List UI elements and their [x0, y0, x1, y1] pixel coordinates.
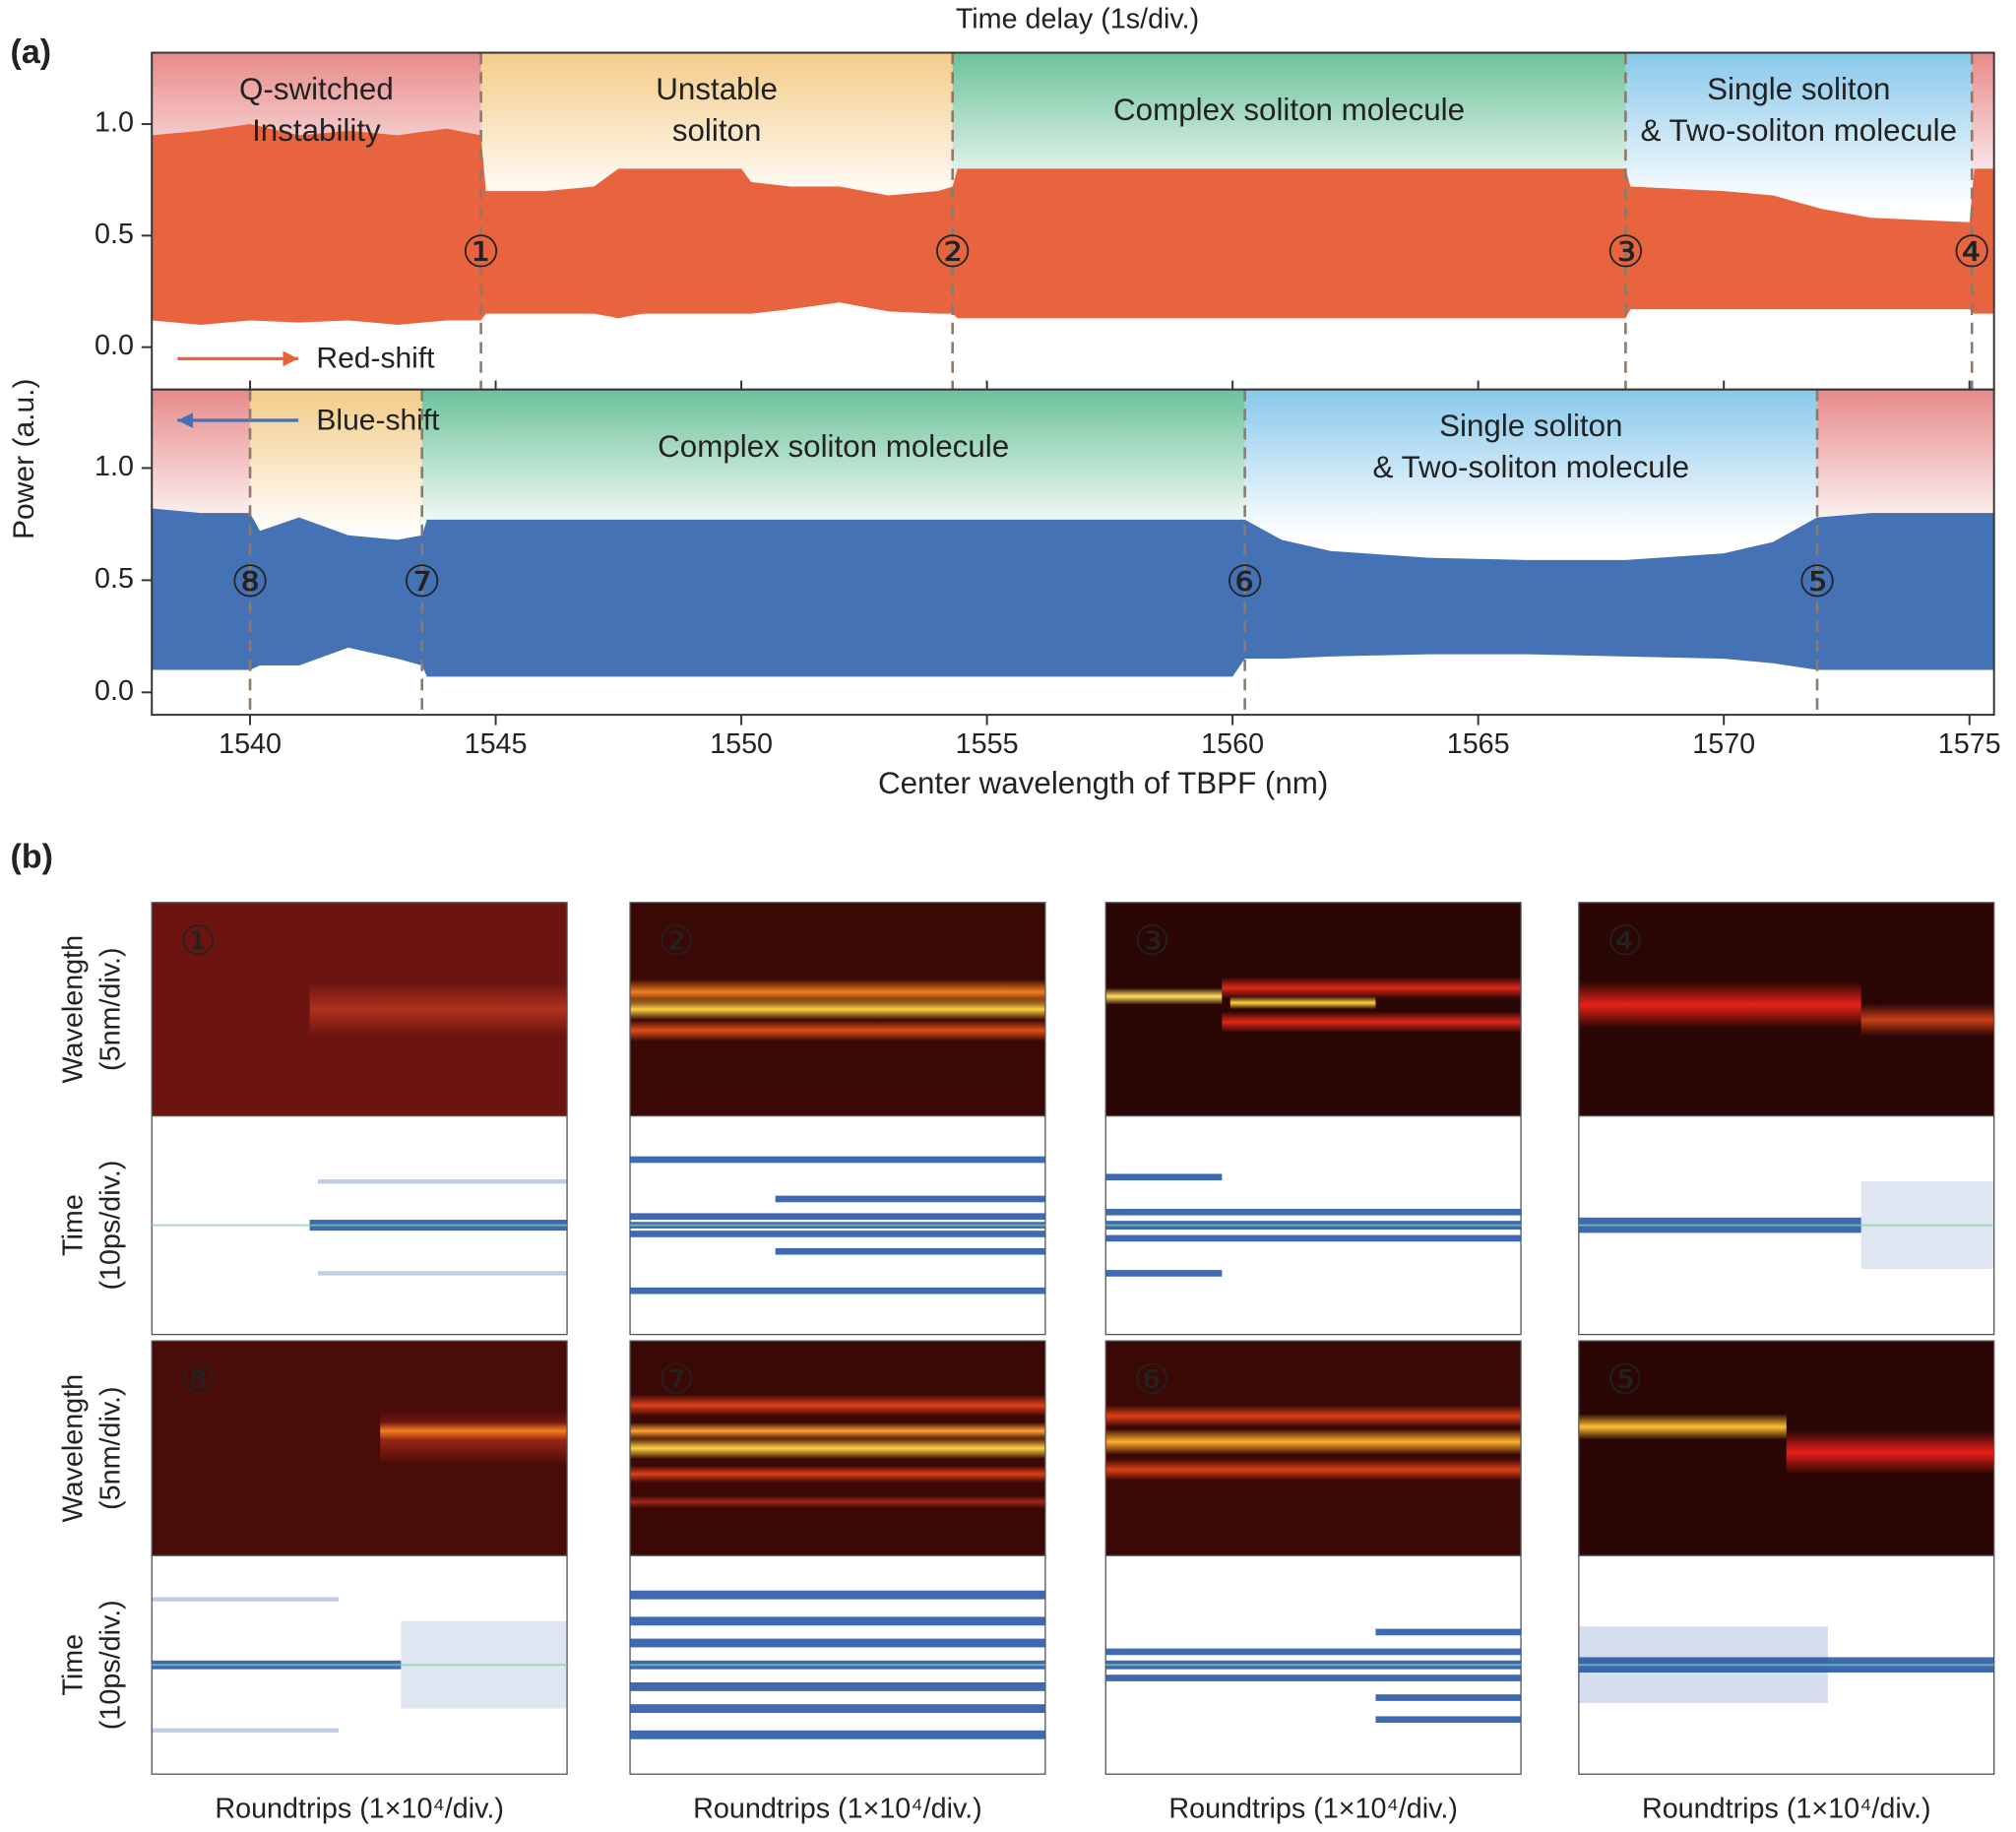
region-label: Unstable: [656, 72, 778, 106]
y-tick-label: 0.0: [94, 675, 134, 707]
row-label: Wavelength: [57, 1374, 89, 1523]
transition-marker: ④: [1952, 227, 1991, 278]
panel-marker: ⑤: [1606, 1355, 1643, 1403]
row-label: Wavelength: [57, 935, 89, 1084]
row-label: (5nm/div.): [94, 1386, 126, 1510]
row-label: (10ps/div.): [94, 1600, 126, 1730]
region-label: Single soliton: [1439, 409, 1622, 443]
y-axis-label: Power (a.u.): [8, 378, 40, 538]
spectrum-map: [1104, 1340, 1522, 1556]
panel-label: (a): [11, 33, 51, 71]
shift-arrow-head: [283, 350, 299, 367]
region-label: Complex soliton molecule: [1113, 93, 1465, 127]
spectrum-map: [629, 1340, 1046, 1556]
spectrum-map: [151, 1340, 568, 1556]
x-tick-label: 1550: [710, 728, 773, 760]
power-envelope: [152, 124, 1994, 326]
spectrum-map: [629, 902, 1046, 1117]
x-axis-label: Roundtrips (1×10⁴/div.): [1642, 1793, 1931, 1824]
x-tick-label: 1570: [1692, 728, 1755, 760]
transition-marker: ⑦: [403, 557, 442, 607]
panel-marker: ④: [1606, 916, 1643, 965]
transition-marker: ⑤: [1797, 557, 1837, 607]
region-label: & Two-soliton molecule: [1373, 450, 1690, 484]
region-label: & Two-soliton molecule: [1641, 113, 1958, 148]
temporal-map: [151, 1114, 568, 1336]
temporal-map: [151, 1554, 568, 1775]
y-tick-label: 1.0: [94, 451, 134, 482]
y-tick-label: 1.0: [94, 107, 134, 139]
temporal-map: [629, 1114, 1046, 1336]
row-label: Time: [57, 1634, 89, 1696]
y-tick-label: 0.5: [94, 563, 134, 595]
transition-marker: ③: [1606, 227, 1645, 278]
legend-label: Blue-shift: [316, 404, 440, 436]
region-label: Instability: [252, 113, 381, 148]
temporal-map: [1578, 1114, 1995, 1336]
chart-title: Time delay (1s/div.): [956, 3, 1199, 34]
x-tick-label: 1540: [219, 728, 282, 760]
region-label: soliton: [672, 113, 762, 148]
shift-arrow-head: [177, 412, 194, 428]
plot-area: [152, 389, 1994, 716]
row-label: (5nm/div.): [94, 947, 126, 1071]
x-axis-label: Roundtrips (1×10⁴/div.): [215, 1793, 504, 1824]
region-label: Complex soliton molecule: [658, 429, 1009, 464]
spectrum-map: [1578, 902, 1995, 1117]
panel-marker: ⑥: [1134, 1355, 1170, 1403]
temporal-map: [629, 1554, 1046, 1775]
region-label: Q-switched: [239, 72, 394, 106]
plot-frame: [151, 388, 1995, 717]
x-tick-label: 1565: [1447, 728, 1510, 760]
row-label: Time: [57, 1194, 89, 1256]
x-tick-label: 1560: [1201, 728, 1264, 760]
legend-label: Red-shift: [316, 343, 435, 375]
transition-marker: ①: [462, 227, 501, 278]
panel-marker: ⑦: [658, 1355, 694, 1403]
y-tick-label: 0.0: [94, 330, 134, 361]
spectrum-map: [1104, 902, 1522, 1117]
panel-label: (b): [11, 838, 53, 875]
x-tick-label: 1575: [1938, 728, 2001, 760]
region-label: Single soliton: [1707, 72, 1890, 106]
x-tick-label: 1555: [956, 728, 1019, 760]
spectrum-map: [1578, 1340, 1995, 1556]
transition-marker: ②: [933, 227, 973, 278]
row-label: (10ps/div.): [94, 1161, 126, 1291]
y-tick-label: 0.5: [94, 219, 134, 250]
power-envelope: [152, 508, 1994, 677]
transition-marker: ⑧: [230, 557, 270, 607]
x-axis-label: Roundtrips (1×10⁴/div.): [693, 1793, 982, 1824]
x-axis-label: Center wavelength of TBPF (nm): [878, 766, 1328, 800]
plot-area: [152, 52, 1994, 390]
panel-marker: ③: [1134, 916, 1170, 965]
transition-marker: ⑥: [1226, 557, 1265, 607]
x-axis-label: Roundtrips (1×10⁴/div.): [1168, 1793, 1458, 1824]
temporal-map: [1104, 1554, 1522, 1775]
x-tick-label: 1545: [465, 728, 528, 760]
panel-marker: ②: [658, 916, 694, 965]
panel-marker: ①: [180, 916, 217, 965]
temporal-map: [1578, 1554, 1995, 1775]
panel-marker: ⑧: [180, 1355, 217, 1403]
temporal-map: [1104, 1114, 1522, 1336]
